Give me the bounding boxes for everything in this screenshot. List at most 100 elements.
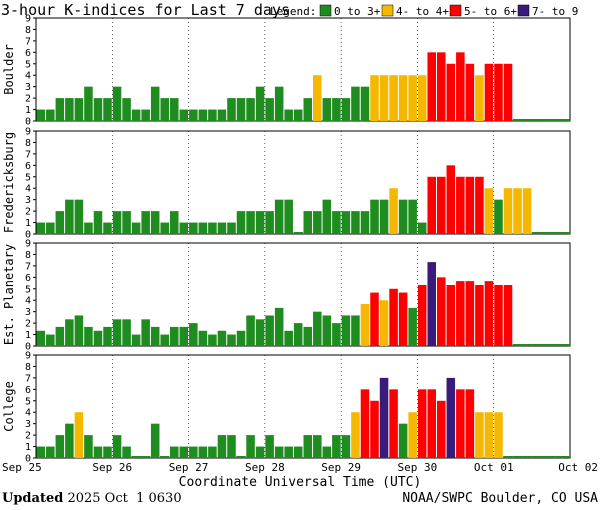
k-bar [189,446,198,458]
k-bar [74,315,84,346]
k-bar [303,435,313,458]
k-bar [531,232,542,234]
y-tick-label: 0 [25,342,31,353]
k-bar [255,86,265,121]
k-bar [160,98,169,121]
k-bar [150,211,160,234]
k-bar [541,456,551,458]
k-bar [198,222,208,234]
k-bar [360,303,370,346]
y-tick-label: 4 [25,408,31,419]
k-bar [103,446,112,458]
y-tick-label: 3 [25,195,31,206]
legend-label: Legend: [270,5,316,18]
legend-entry-4-to-4: 4- to 4+ [396,5,449,18]
k-bar [227,435,236,458]
y-tick-label: 1 [25,330,31,341]
k-bar [513,188,522,234]
k-bar [179,109,189,121]
y-tick-label: 3 [25,419,31,430]
k-bar [313,211,322,234]
k-bar [131,109,141,121]
y-tick-label: 6 [25,48,31,59]
k-bar [274,199,284,234]
y-tick-label: 5 [25,284,31,295]
k-bar [112,86,122,121]
k-bar [503,285,513,346]
k-bar [456,176,465,234]
k-bar [84,222,93,234]
k-bar [303,98,313,121]
k-bar [303,211,313,234]
k-bar [93,211,103,234]
k-bar [494,412,503,458]
k-bar [370,75,379,121]
k-bar [408,75,417,121]
y-tick-label: 3 [25,82,31,93]
k-bar [55,211,65,234]
k-bar [293,446,303,458]
k-bar [122,319,131,346]
k-bar [179,222,189,234]
k-bar [65,199,74,234]
k-bar [217,330,227,346]
k-bar [417,75,427,121]
k-bar [341,98,351,121]
k-bar [351,211,360,234]
k-bar [465,389,475,458]
k-bar [446,63,456,121]
k-bar [36,446,46,458]
k-bar [303,326,313,346]
y-tick-label: 8 [25,25,31,36]
legend-entry-0-to-3: 0 to 3+ [334,5,381,18]
k-bar [46,446,55,458]
k-bar [217,435,227,458]
k-bar [475,412,484,458]
k-bar [179,326,189,346]
legend-swatch-7-to-9 [517,4,530,17]
k-bar [255,211,265,234]
k-bar [531,456,542,458]
k-bar [84,86,93,121]
y-tick-label: 3 [25,307,31,318]
updated-timestamp: Updated 2025 Oct 1 0630 [2,491,182,506]
y-tick-label: 9 [25,127,31,138]
k-bar [265,98,274,121]
k-bar [446,377,456,458]
k-bar [265,435,274,458]
k-bar [465,63,475,121]
k-bar [417,285,427,346]
k-bar [208,222,217,234]
k-bar [341,435,351,458]
k-bar [522,188,532,234]
k-bar [122,211,131,234]
k-bar [541,232,551,234]
k-bar [494,285,503,346]
k-bar [255,319,265,346]
station-panels: 0123456789Boulder0123456789Fredericksbur… [2,14,571,465]
k-bar [208,109,217,121]
legend-swatch-0-to-3 [319,4,332,17]
k-bar [465,281,475,346]
k-bar [351,86,360,121]
k-bar [122,98,131,121]
x-tick-labels: Sep 25 Sep 26 Sep 27 Sep 28 Sep 29 Sep 30 Oct … [2,461,598,474]
k-bar [456,52,465,122]
y-tick-label: 6 [25,273,31,284]
y-tick-label: 7 [25,373,31,384]
k-bar [522,344,532,346]
k-bar [189,323,198,346]
k-bar [236,211,246,234]
k-bar [36,330,46,346]
k-bar [284,446,293,458]
k-bar [322,446,332,458]
k-bar [236,330,246,346]
k-bar [170,446,179,458]
x-tick-label: Sep 28 [245,461,285,474]
k-bar [122,446,131,458]
k-bar [236,98,246,121]
k-bar [341,211,351,234]
legend: Legend: 0 to 3+ 4- to 4+ 5- to 6+ 7- to 9 [270,4,578,18]
k-bar [313,75,322,121]
